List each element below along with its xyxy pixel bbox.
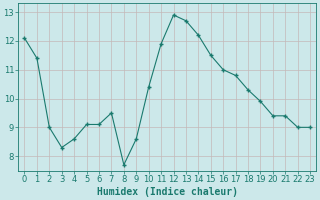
X-axis label: Humidex (Indice chaleur): Humidex (Indice chaleur) <box>97 186 238 197</box>
